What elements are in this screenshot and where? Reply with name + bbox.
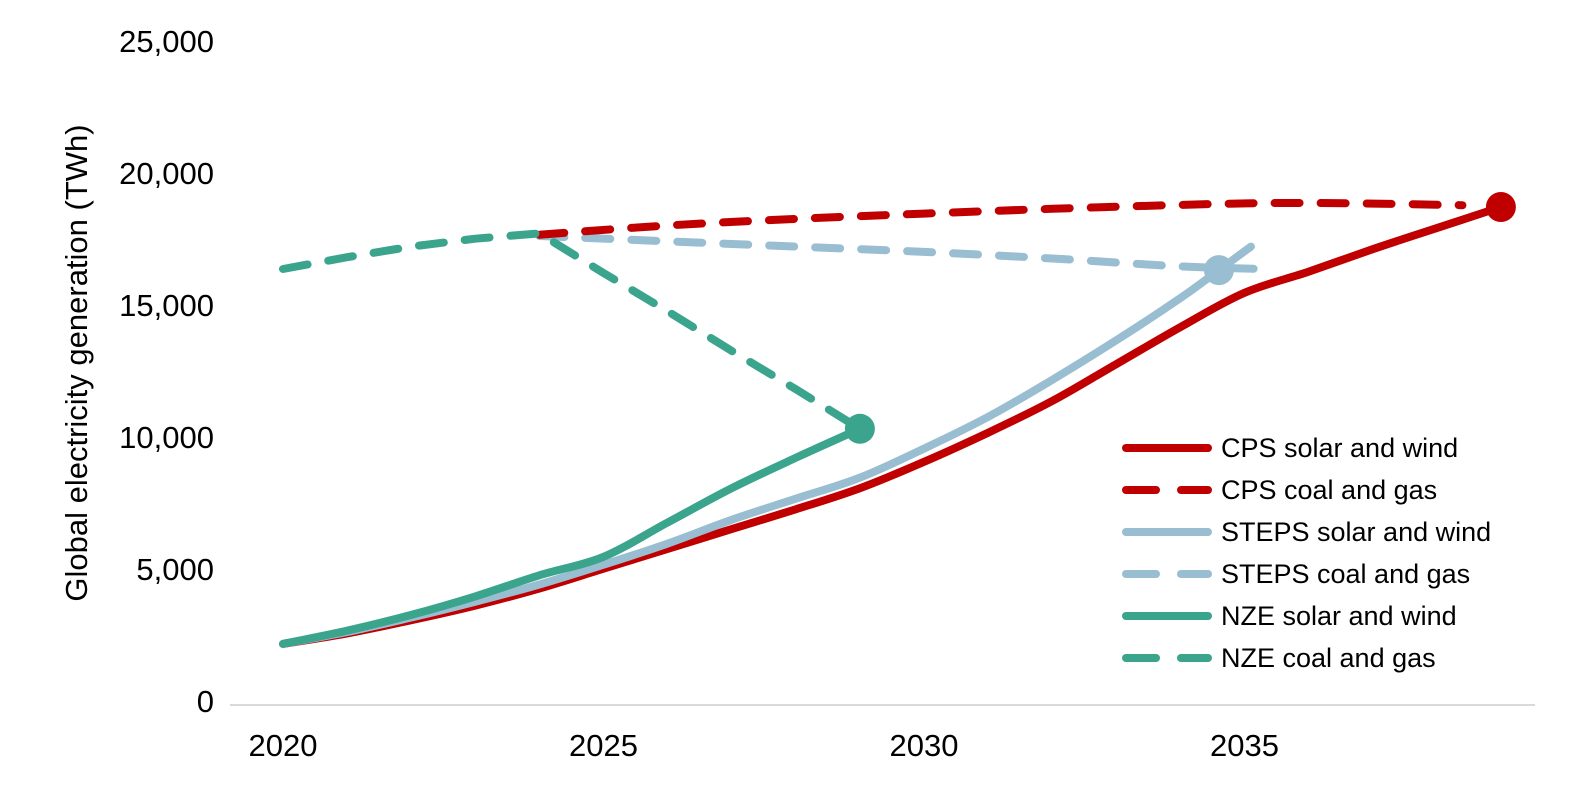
crossover-marker <box>1203 255 1234 286</box>
x-tick-label: 2030 <box>889 728 959 763</box>
legend-label: NZE coal and gas <box>1221 642 1436 673</box>
series-nze-solar-and-wind <box>279 424 864 648</box>
legend-label: CPS solar and wind <box>1221 432 1459 463</box>
legend-label: STEPS coal and gas <box>1221 558 1471 589</box>
x-tick-label: 2025 <box>569 728 638 763</box>
series-nze-coal-and-gas <box>279 229 864 433</box>
x-tick-label: 2020 <box>248 728 318 763</box>
x-tick-label: 2035 <box>1210 728 1279 763</box>
legend-item-nze-solar-and-wind: NZE solar and wind <box>1121 595 1491 637</box>
y-tick-label: 20,000 <box>119 156 214 191</box>
legend-label: NZE solar and wind <box>1221 600 1457 631</box>
y-tick-label: 5,000 <box>136 552 214 587</box>
legend-solid-line-swatch <box>1122 612 1212 620</box>
crossover-marker <box>844 413 875 444</box>
y-tick-label: 25,000 <box>119 24 214 59</box>
crossover-marker <box>1485 192 1516 222</box>
legend-label: STEPS solar and wind <box>1221 516 1492 547</box>
legend-item-nze-coal-and-gas: NZE coal and gas <box>1121 637 1491 679</box>
legend-item-cps-solar-and-wind: CPS solar and wind <box>1121 427 1491 469</box>
legend-item-steps-solar-and-wind: STEPS solar and wind <box>1121 511 1491 553</box>
legend-solid-line-swatch <box>1122 444 1212 452</box>
legend-dashed-line-swatch <box>1122 486 1212 494</box>
y-tick-label: 10,000 <box>119 420 214 455</box>
legend-solid-line-swatch <box>1122 528 1212 536</box>
y-tick-label: 0 <box>196 684 214 719</box>
legend-label: CPS coal and gas <box>1221 474 1438 505</box>
series-steps-solar-and-wind <box>279 242 1255 648</box>
legend-item-steps-coal-and-gas: STEPS coal and gas <box>1121 553 1491 595</box>
legend-dashed-line-swatch <box>1122 570 1212 578</box>
legend-item-cps-coal-and-gas: CPS coal and gas <box>1121 469 1491 511</box>
series-cps-coal-and-gas <box>535 198 1467 239</box>
legend: CPS solar and wind CPS coal and gas STEP… <box>1121 427 1491 679</box>
y-tick-label: 15,000 <box>119 288 214 323</box>
legend-dashed-line-swatch <box>1122 654 1212 662</box>
series-steps-coal-and-gas <box>535 232 1268 273</box>
